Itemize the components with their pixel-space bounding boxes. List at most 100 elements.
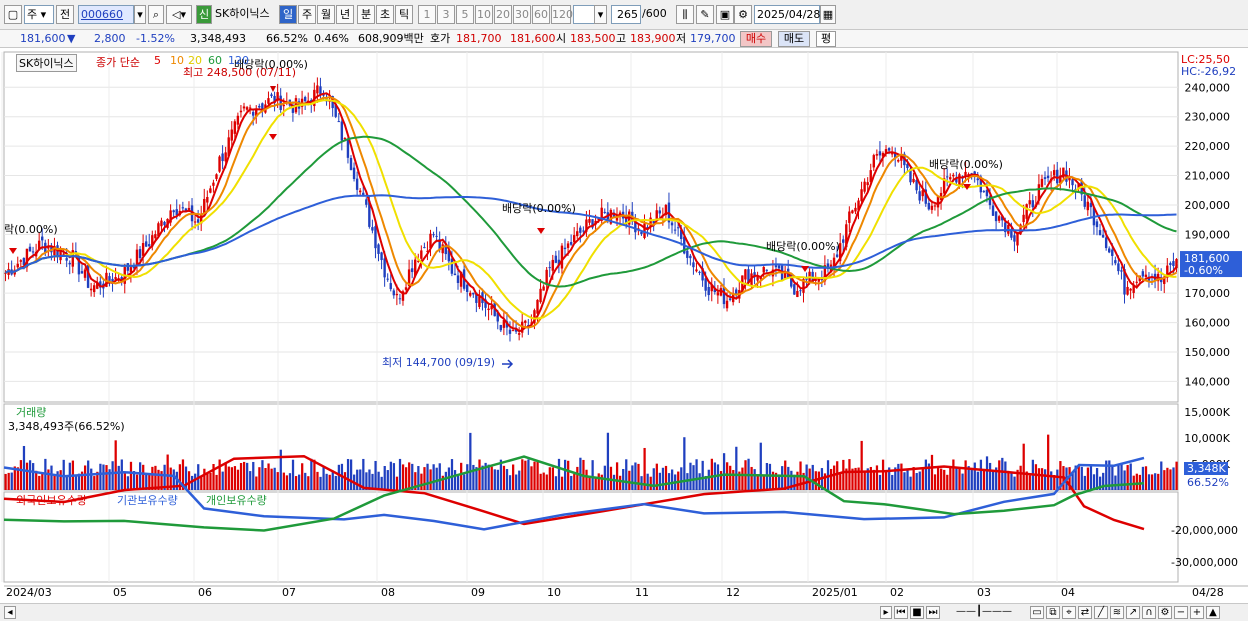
volume-bar [600, 474, 603, 490]
scroll-left-icon[interactable]: ◂ [4, 606, 16, 619]
volume-bar [869, 466, 872, 490]
bottom-scrollbar[interactable]: ◂ ▸ ⏮ ■ ⏭ ——┃——— ▭ ⧉ ⌖ ⇄ ╱ ≋ ↗ ∩ ⚙ − + ▲ [0, 603, 1248, 621]
avg-button[interactable]: 평 [816, 31, 836, 47]
volume-bar [533, 461, 536, 490]
volume-bar [652, 468, 655, 490]
volume-bar [209, 472, 212, 490]
candle-body [484, 299, 487, 308]
count-input[interactable]: 265 [611, 5, 641, 24]
period-week[interactable]: 주 [298, 5, 316, 24]
candle-body [37, 240, 41, 251]
minute-10[interactable]: 10 [475, 5, 493, 24]
legend-ma120: 120 [228, 54, 249, 67]
rewind-icon[interactable]: ⏮ [894, 606, 908, 619]
period-minute[interactable]: 분 [357, 5, 375, 24]
forward-icon[interactable]: ⏭ [926, 606, 940, 619]
trend-tool-icon[interactable]: ↗ [1126, 606, 1140, 619]
calendar-icon[interactable]: ▦ [820, 5, 836, 24]
price-tick-label: 160,000 [1185, 317, 1231, 330]
volume-bar [343, 472, 347, 490]
stop-icon[interactable]: ■ [910, 606, 924, 619]
candle-body [1166, 265, 1169, 278]
volume-bar [774, 472, 778, 490]
minute-30[interactable]: 30 [513, 5, 531, 24]
candle-type-icon[interactable]: ⫼ [676, 5, 694, 24]
volume-bar [298, 474, 301, 490]
date-input[interactable]: 2025/04/28 [754, 5, 820, 24]
volume-bar [502, 465, 506, 490]
price-tick-label: 170,000 [1185, 287, 1231, 300]
buy-button[interactable]: 매수 [740, 31, 772, 47]
line-tool-icon[interactable]: ╱ [1094, 606, 1108, 619]
fib-tool-icon[interactable]: ≋ [1110, 606, 1124, 619]
scroll-right-icon[interactable]: ▸ [880, 606, 892, 619]
search-icon[interactable]: ⌕ [148, 5, 164, 24]
volume-bar [909, 476, 912, 490]
volume-bar [823, 473, 827, 490]
panel-frame-3 [3, 491, 1179, 583]
candle-body [551, 259, 554, 271]
window-icon[interactable]: ▢ [4, 5, 22, 24]
sell-button[interactable]: 매도 [778, 31, 810, 47]
volume-bar [958, 468, 961, 490]
market-select[interactable]: 주 ▾ [24, 5, 54, 24]
settings-icon[interactable]: ⚙ [1158, 606, 1172, 619]
candle-body [154, 234, 157, 239]
draw-tool-icon[interactable]: ✎ [696, 5, 714, 24]
candle-body [615, 216, 619, 221]
code-input[interactable]: 000660 [78, 5, 134, 24]
candle-body [964, 171, 967, 177]
compare-icon[interactable]: ⇄ [1078, 606, 1092, 619]
candle-body [472, 292, 475, 295]
minute-3[interactable]: 3 [437, 5, 455, 24]
volume-bar [787, 466, 790, 490]
period-tick[interactable]: 틱 [395, 5, 413, 24]
zoom-out-icon[interactable]: − [1174, 606, 1188, 619]
volume-bar [576, 466, 579, 490]
zoom-in-icon[interactable]: + [1190, 606, 1204, 619]
minute-20[interactable]: 20 [494, 5, 512, 24]
chart-area[interactable]: 140,000150,000160,000170,000180,000190,0… [0, 48, 1248, 603]
minute-1[interactable]: 1 [418, 5, 436, 24]
volume-bar [19, 460, 23, 490]
crosshair-icon[interactable]: ⌖ [1062, 606, 1076, 619]
period-second[interactable]: 초 [376, 5, 394, 24]
volume-bar [206, 473, 209, 490]
volume-bar [447, 467, 451, 490]
volume-bar [83, 465, 87, 490]
volume-bar [50, 465, 53, 490]
layout-icon[interactable]: ▭ [1030, 606, 1044, 619]
volume-bar [854, 467, 857, 490]
speaker-icon[interactable]: ◁▾ [166, 5, 192, 24]
volume-bar [1010, 473, 1013, 490]
minute-5[interactable]: 5 [456, 5, 474, 24]
candle-body [270, 94, 273, 97]
minute-120[interactable]: 120 [551, 5, 573, 24]
copy-icon[interactable]: ⧉ [1046, 606, 1060, 619]
candle-body [475, 292, 478, 303]
dividend-marker-icon [9, 248, 17, 254]
volume-bar [246, 462, 249, 490]
save-icon[interactable]: ▣ [716, 5, 734, 24]
zoom-slider[interactable]: ——┃——— [955, 606, 1013, 617]
candle-body [838, 243, 842, 262]
period-month[interactable]: 월 [317, 5, 335, 24]
code-dropdown-icon[interactable]: ▾ [134, 5, 146, 24]
period-year[interactable]: 년 [336, 5, 354, 24]
scroll-up-icon[interactable]: ▲ [1206, 606, 1220, 619]
minute-60[interactable]: 60 [532, 5, 550, 24]
volume-bar [77, 473, 81, 490]
magnet-icon[interactable]: ∩ [1142, 606, 1156, 619]
volume-bar [96, 471, 99, 490]
interval-dropdown-icon[interactable]: ▾ [594, 5, 607, 24]
volume-bar [970, 469, 973, 490]
prev-button[interactable]: 전 [56, 5, 74, 24]
gear-icon[interactable]: ⚙ [734, 5, 752, 24]
date-label: 12 [726, 586, 740, 599]
price-tick-label: 140,000 [1185, 375, 1231, 388]
volume-bar [976, 471, 979, 490]
candle-body [417, 260, 420, 262]
volume-bar [680, 467, 683, 490]
period-day[interactable]: 일 [279, 5, 297, 24]
candle-body [435, 235, 438, 237]
